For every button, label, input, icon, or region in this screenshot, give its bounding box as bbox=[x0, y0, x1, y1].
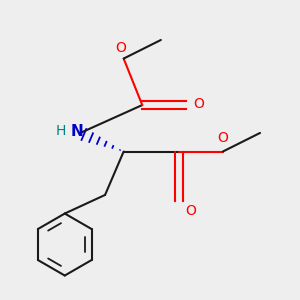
Text: O: O bbox=[194, 97, 204, 110]
Text: H: H bbox=[56, 124, 66, 138]
Text: O: O bbox=[115, 41, 126, 56]
Text: N: N bbox=[70, 124, 83, 139]
Text: O: O bbox=[186, 204, 196, 218]
Text: O: O bbox=[218, 131, 228, 146]
